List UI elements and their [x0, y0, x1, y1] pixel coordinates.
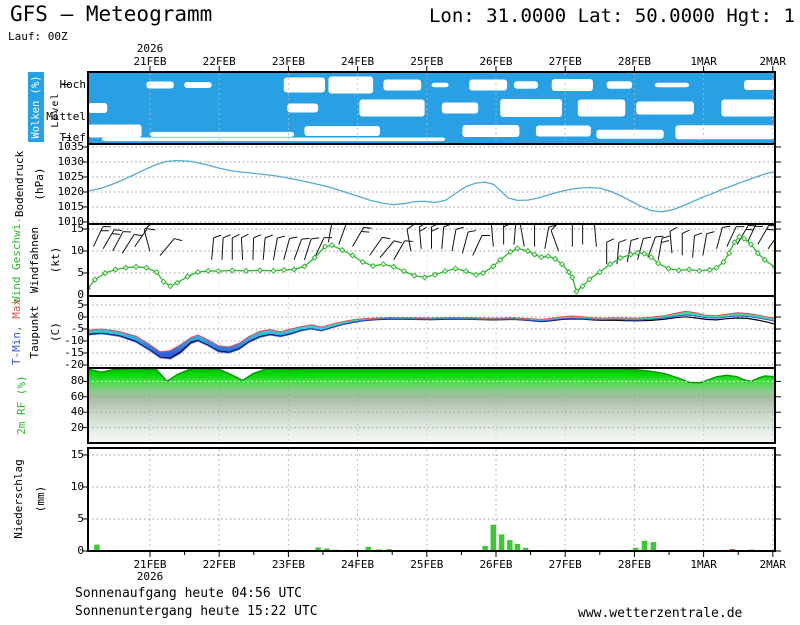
date-label-top: 27FEB	[548, 55, 582, 68]
pressure-tick-label: 1035	[57, 140, 85, 153]
date-label-top: 23FEB	[271, 55, 305, 68]
date-label-top: 26FEB	[479, 55, 513, 68]
pressure-tick-label: 1015	[57, 200, 85, 213]
pressure-tick-label: 1025	[57, 170, 85, 183]
page-title: GFS – Meteogramm	[10, 2, 213, 26]
cloud-level-tief: Tief	[59, 131, 87, 144]
sunrise-text: Sonnenaufgang heute 04:56 UTC	[75, 586, 302, 601]
pressure-tick-label: 1020	[57, 185, 85, 198]
temp-tick-label: 0	[77, 310, 84, 323]
humidity-tick-label: 20	[70, 420, 84, 434]
precip-panel-label: Niederschlag	[12, 459, 25, 539]
date-label-bottom: 21FEB	[133, 558, 167, 571]
date-label-bottom: 27FEB	[548, 558, 582, 571]
date-label-bottom: 25FEB	[410, 558, 444, 571]
run-label: Lauf: 00Z	[8, 30, 68, 43]
precip-tick-label: 15	[70, 448, 84, 461]
date-label-bottom: 24FEB	[341, 558, 375, 571]
cloud-level-hoch: Hoch	[59, 78, 87, 91]
temp-tick-label: -15	[64, 346, 84, 359]
precip-tick-label: 5	[77, 512, 84, 525]
precip-tick-label: 0	[77, 544, 84, 557]
humidity-tick-label: 80	[70, 374, 84, 388]
date-label-bottom: 26FEB	[479, 558, 513, 571]
date-label-top: 24FEB	[341, 55, 375, 68]
date-label-bottom: 22FEB	[202, 558, 236, 571]
date-label-bottom: 28FEB	[617, 558, 651, 571]
date-label-top: 1MAR	[690, 55, 717, 68]
humidity-tick-label: 40	[70, 405, 84, 419]
date-label-top: 22FEB	[202, 55, 236, 68]
date-label-top: 28FEB	[617, 55, 651, 68]
date-label-bottom: 1MAR	[690, 558, 717, 571]
temp-tick-label: -5	[70, 322, 84, 335]
sunset-text: Sonnenuntergang heute 15:22 UTC	[75, 604, 318, 619]
cloud-level-mittel: Mittel	[46, 110, 86, 123]
temp-tick-label: 5	[77, 298, 84, 311]
site-watermark: www.wetterzentrale.de	[578, 606, 743, 621]
temp-tick-label: -10	[64, 334, 84, 347]
date-label-bottom: 2MAR	[759, 558, 787, 571]
year-label-top: 2026	[136, 42, 164, 55]
temp-max-label: Max	[10, 298, 23, 319]
wind-tick-label: 0	[77, 288, 84, 301]
date-label-top: 21FEB	[133, 55, 167, 68]
temp-tick-label: -20	[64, 358, 84, 371]
year-label-bottom: 2026	[136, 570, 164, 583]
precip-tick-label: 10	[70, 480, 84, 493]
pressure-tick-label: 1010	[57, 215, 85, 228]
humidity-tick-label: 60	[70, 389, 84, 403]
wind-tick-label: 10	[70, 244, 84, 257]
date-label-bottom: 23FEB	[271, 558, 305, 571]
date-label-top: 2MAR	[759, 55, 787, 68]
wind-tick-label: 15	[70, 222, 84, 235]
pressure-tick-label: 1030	[57, 155, 85, 168]
header-coordinates: Lon: 31.0000 Lat: 50.0000 Hgt: 1	[428, 5, 795, 27]
date-label-top: 25FEB	[410, 55, 444, 68]
wind-tick-label: 5	[77, 266, 84, 279]
